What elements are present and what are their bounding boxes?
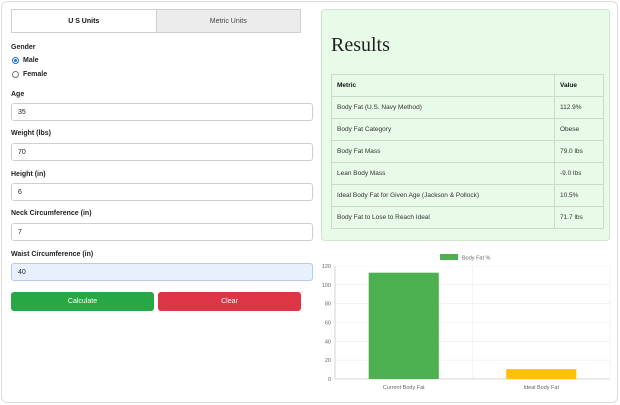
- gender-male-option[interactable]: Male: [12, 57, 39, 64]
- waist-input[interactable]: 40: [11, 263, 313, 281]
- metric-cell: Body Fat Mass: [331, 140, 555, 163]
- table-row: Body Fat Category Obese: [331, 118, 604, 141]
- metric-cell: Ideal Body Fat for Given Age (Jackson & …: [331, 184, 555, 207]
- results-panel: Results Metric Value Body Fat (U.S. Navy…: [321, 9, 610, 241]
- metric-cell: Body Fat Category: [331, 118, 555, 141]
- value-cell: 79.0 lbs: [554, 140, 604, 163]
- age-input[interactable]: 35: [11, 103, 313, 121]
- unit-tabs: U S Units Metric Units: [11, 9, 301, 33]
- y-tick-label: 40: [325, 339, 331, 345]
- y-tick-label: 60: [325, 321, 331, 327]
- y-tick-label: 0: [328, 377, 331, 383]
- neck-label: Neck Circumference (in): [11, 210, 92, 217]
- metric-cell: Body Fat (U.S. Navy Method): [331, 96, 555, 119]
- y-tick-label: 120: [322, 264, 331, 270]
- value-cell: 10.5%: [554, 184, 604, 207]
- weight-label: Weight (lbs): [11, 130, 51, 137]
- legend-label: Body Fat %: [462, 256, 491, 262]
- body-fat-chart: Body Fat % 0 20 40 60 80 100 120 Current Body Fa…: [315, 250, 615, 400]
- value-cell: 112.9%: [554, 96, 604, 119]
- metric-cell: Body Fat to Lose to Reach Ideal: [331, 206, 555, 229]
- table-row: Body Fat Mass 79.0 lbs: [331, 140, 604, 163]
- male-radio-label: Male: [23, 57, 39, 64]
- female-radio[interactable]: [12, 71, 19, 78]
- neck-input[interactable]: 7: [11, 223, 313, 241]
- bar: [506, 369, 577, 379]
- results-title: Results: [331, 34, 390, 56]
- clear-button[interactable]: Clear: [158, 292, 301, 311]
- results-table: Metric Value Body Fat (U.S. Navy Method)…: [331, 74, 604, 229]
- tab-us-units[interactable]: U S Units: [11, 9, 157, 33]
- gender-female-option[interactable]: Female: [12, 71, 47, 78]
- metric-column-header: Metric: [331, 74, 555, 97]
- tab-metric-units[interactable]: Metric Units: [156, 9, 301, 33]
- calculate-button[interactable]: Calculate: [11, 292, 154, 311]
- body-fat-chart-svg: Body Fat % 0 20 40 60 80 100 120 Current Body Fa…: [322, 254, 611, 391]
- weight-input[interactable]: 70: [11, 143, 313, 161]
- value-cell: 71.7 lbs: [554, 206, 604, 229]
- y-tick-label: 80: [325, 302, 331, 308]
- y-tick-label: 100: [322, 283, 331, 289]
- metric-cell: Lean Body Mass: [331, 162, 555, 185]
- table-row: Ideal Body Fat for Given Age (Jackson & …: [331, 184, 604, 207]
- age-label: Age: [11, 91, 25, 98]
- x-tick-label: Ideal Body Fat: [524, 385, 560, 391]
- waist-label: Waist Circumference (in): [11, 251, 94, 258]
- value-column-header: Value: [554, 74, 604, 97]
- height-input[interactable]: 6: [11, 183, 313, 201]
- legend-swatch: [440, 254, 458, 260]
- x-tick-label: Current Body Fat: [383, 385, 425, 391]
- height-label: Height (in): [11, 171, 46, 178]
- y-tick-label: 20: [325, 358, 331, 364]
- table-row: Lean Body Mass -9.0 lbs: [331, 162, 604, 185]
- male-radio[interactable]: [12, 57, 19, 64]
- table-row: Body Fat to Lose to Reach Ideal 71.7 lbs: [331, 206, 604, 229]
- bar: [368, 272, 439, 379]
- value-cell: Obese: [554, 118, 604, 141]
- gender-label: Gender: [11, 44, 36, 51]
- table-row: Body Fat (U.S. Navy Method) 112.9%: [331, 96, 604, 119]
- value-cell: -9.0 lbs: [554, 162, 604, 185]
- female-radio-label: Female: [23, 71, 48, 78]
- table-header-row: Metric Value: [331, 74, 604, 97]
